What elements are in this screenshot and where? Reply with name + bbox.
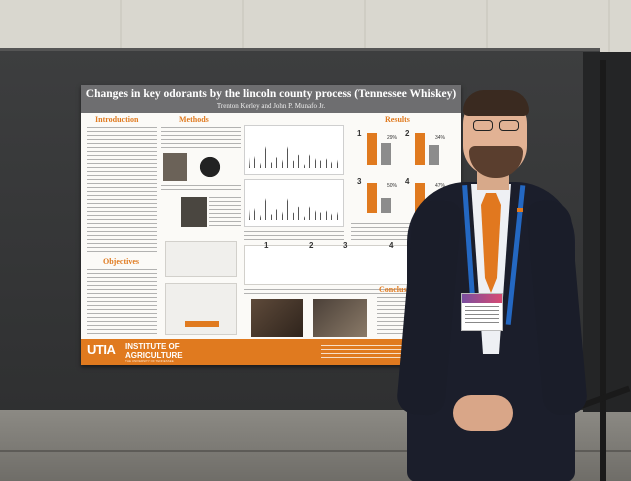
result-chart-1-bar-after — [381, 143, 391, 165]
name-badge-text — [465, 306, 499, 326]
result-chart-1-num: 1 — [357, 129, 362, 138]
apparatus-photo — [181, 197, 207, 227]
objectives-heading: Objectives — [103, 257, 139, 266]
chromatogram-bottom — [244, 179, 344, 227]
result-chart-1: 1 29% — [357, 129, 397, 169]
stand-pole — [600, 60, 606, 481]
presenter-hair — [463, 90, 529, 116]
introduction-heading: Introduction — [95, 115, 139, 124]
methods-step-text — [161, 185, 241, 193]
structure-1-label: 1 — [264, 241, 269, 250]
results-heading: Results — [385, 115, 410, 124]
result-chart-4-pct: 47% — [435, 183, 446, 189]
result-chart-2: 2 34% — [405, 129, 445, 169]
name-badge — [461, 293, 503, 331]
floor-seam — [0, 450, 631, 452]
utia-logo: UTIA — [87, 342, 116, 357]
result-chart-1-pct: 29% — [387, 135, 398, 141]
structure-3-label: 3 — [343, 241, 348, 250]
structure-2-label: 2 — [309, 241, 314, 250]
result-chart-4-num: 4 — [405, 177, 410, 186]
result-chart-2-num: 2 — [405, 129, 410, 138]
introduction-text — [87, 127, 157, 255]
chromatogram-top — [244, 125, 344, 175]
method-highlight — [185, 321, 219, 327]
result-chart-3-bar-before — [367, 183, 377, 213]
result-chart-3-pct: 50% — [387, 183, 398, 189]
institute-line-2: AGRICULTURE — [125, 351, 183, 360]
charcoal-photo — [196, 153, 224, 181]
poster-authors: Trenton Kerley and John P. Munafo Jr. — [216, 102, 326, 110]
result-chart-3: 3 50% — [357, 177, 397, 217]
presenter-hands — [453, 395, 513, 431]
result-chart-4-bar-before — [415, 183, 425, 213]
result-chart-2-bar-before — [415, 133, 425, 165]
gc-diagram — [165, 241, 237, 277]
dilution-diagram — [165, 283, 237, 335]
apparatus-text — [209, 197, 241, 227]
result-chart-3-bar-after — [381, 198, 391, 213]
name-badge-header — [462, 294, 502, 303]
methods-text — [161, 127, 241, 149]
structures-caption — [244, 289, 414, 297]
poster-title: Changes in key odorants by the lincoln c… — [85, 88, 457, 100]
poster-header — [81, 85, 461, 113]
result-chart-2-bar-after — [429, 145, 439, 165]
presenter-tie — [481, 193, 501, 293]
institute-line-1: INSTITUTE OF — [125, 342, 180, 351]
structure-4-label: 4 — [389, 241, 394, 250]
chromatogram-caption — [244, 231, 344, 241]
institute-line-3: THE UNIVERSITY OF TENNESSEE — [125, 359, 174, 363]
result-chart-1-bar-before — [367, 133, 377, 165]
sample-photo — [163, 153, 187, 181]
result-chart-2-pct: 34% — [435, 135, 446, 141]
lapel-pin — [517, 208, 523, 212]
conclusions-heading: Conclusions — [379, 285, 421, 294]
display-board-side — [583, 52, 631, 412]
presenter — [395, 90, 595, 481]
distillery-photo-2 — [313, 299, 367, 337]
structures-panel — [244, 245, 414, 285]
distillery-photo-1 — [251, 299, 303, 337]
methods-heading: Methods — [179, 115, 209, 124]
result-chart-3-num: 3 — [357, 177, 362, 186]
glasses-icon — [471, 120, 521, 132]
objectives-text — [87, 269, 157, 335]
